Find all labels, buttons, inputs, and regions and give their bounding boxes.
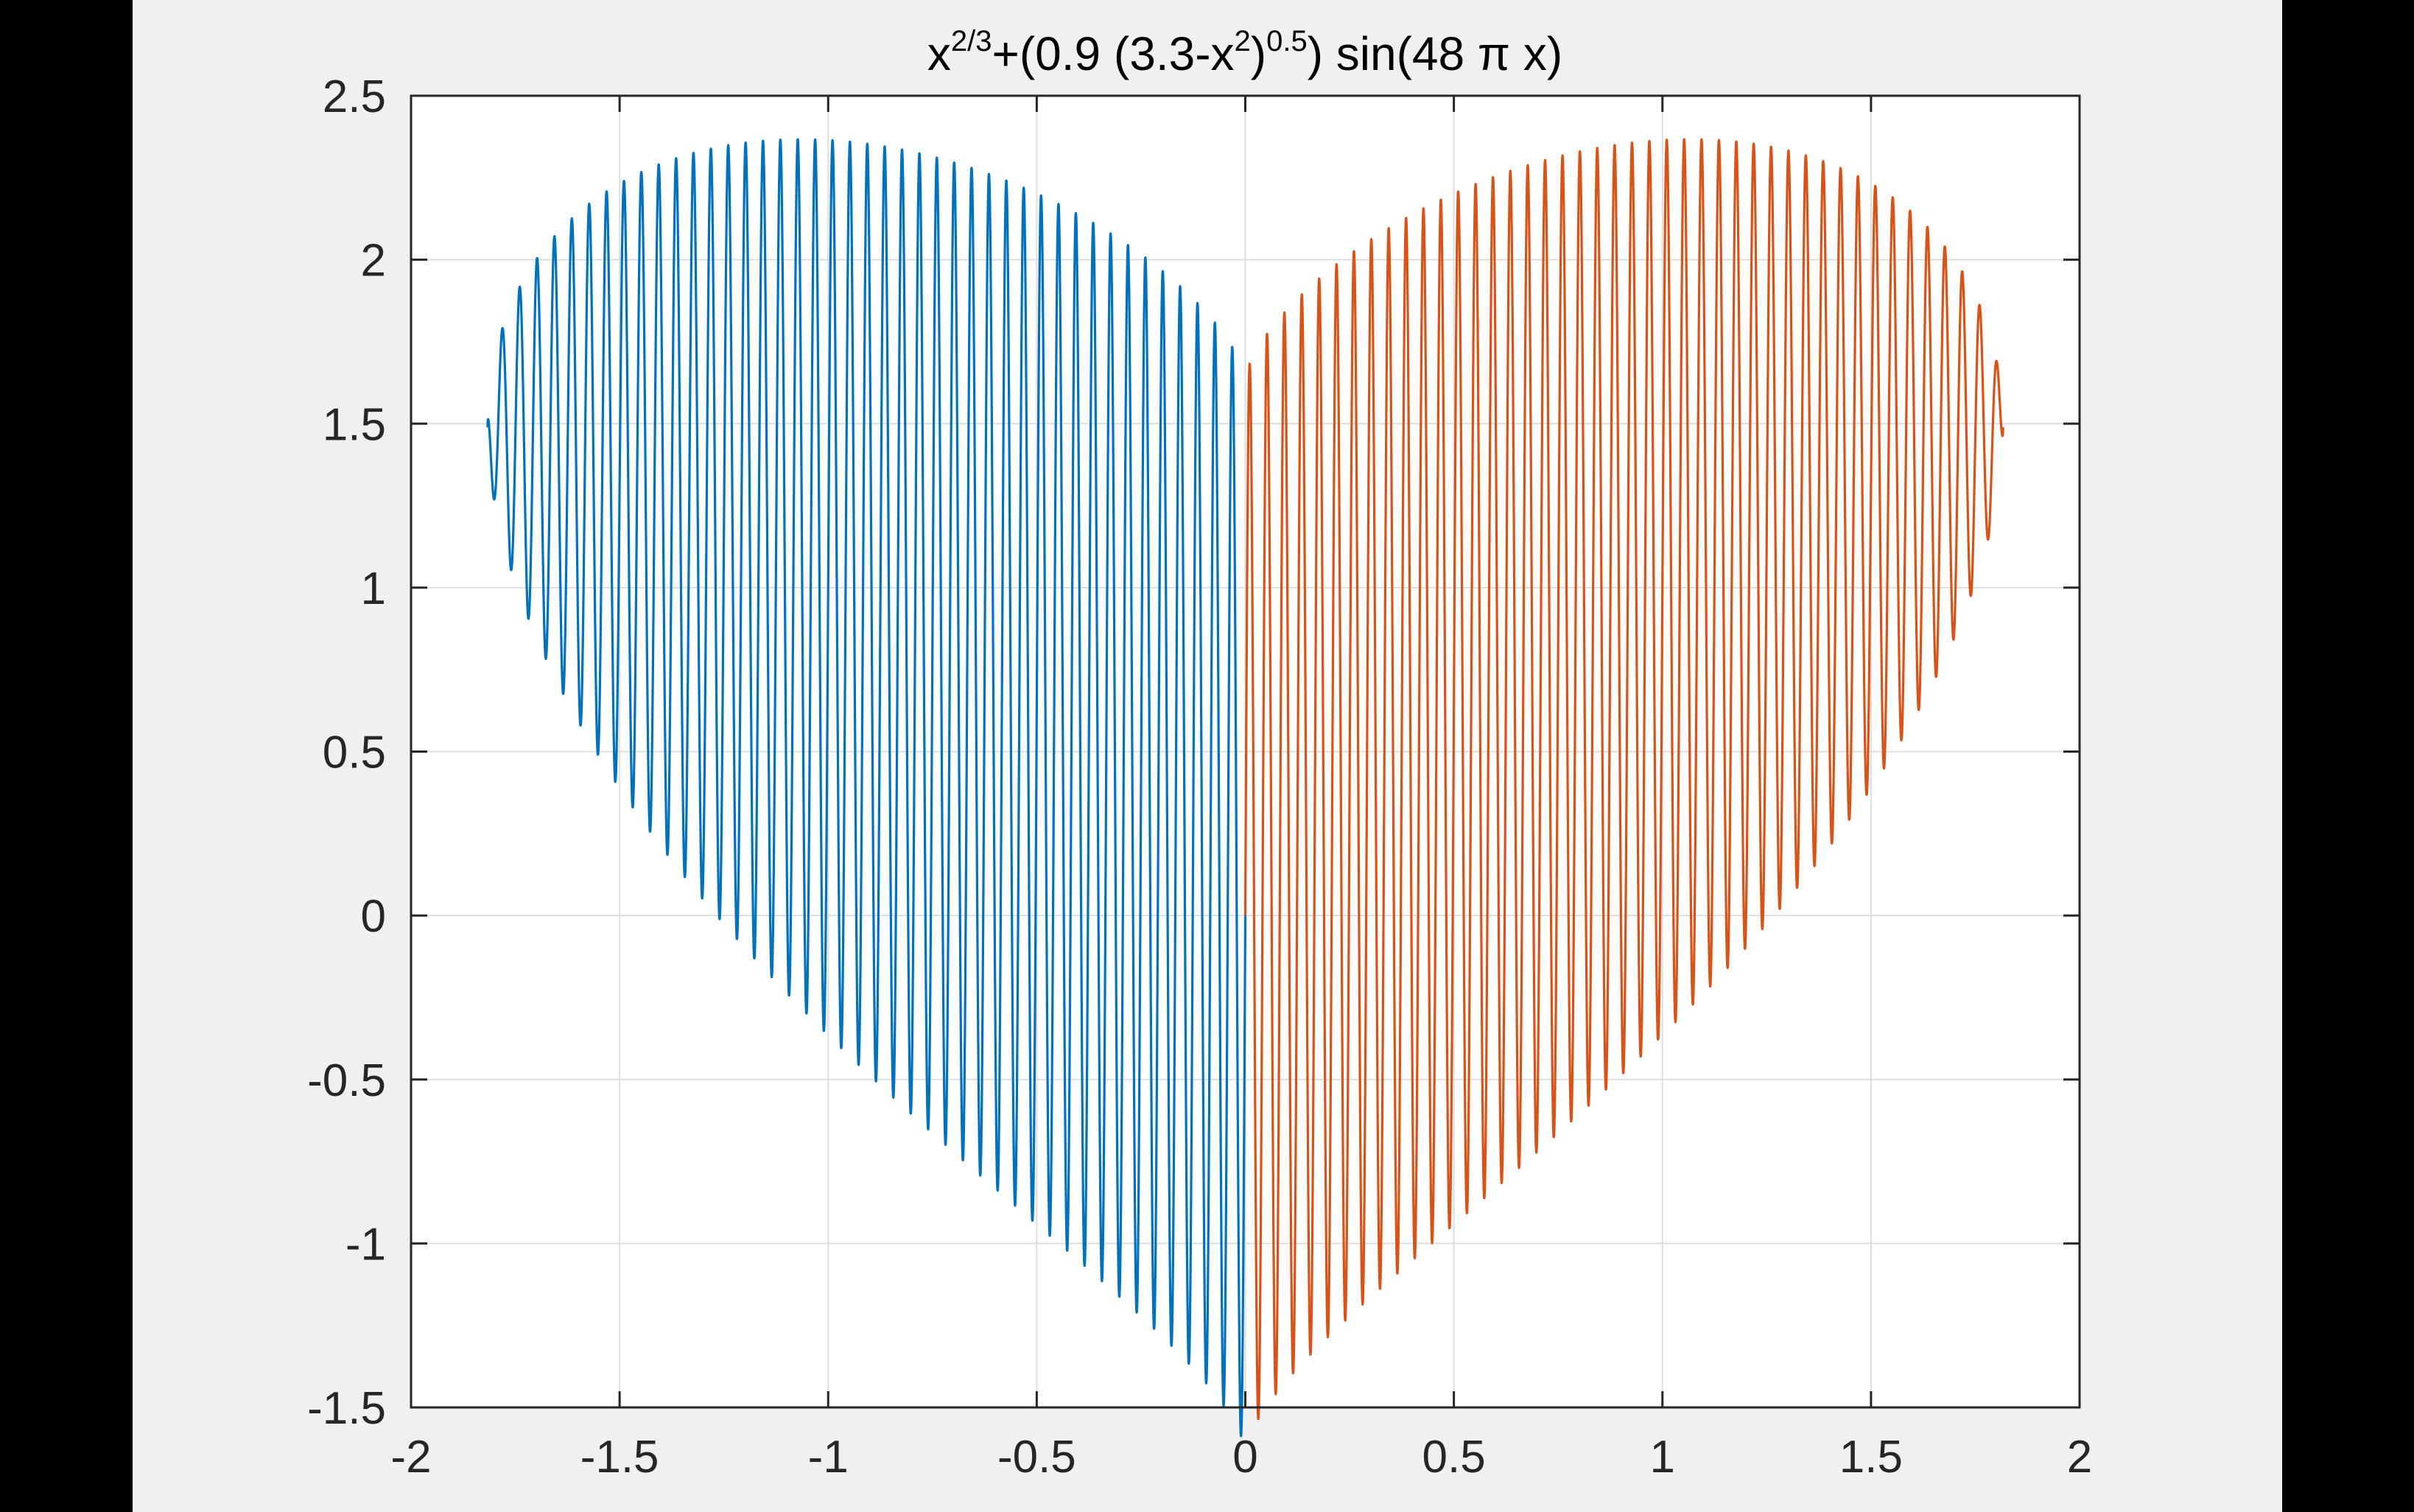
y-tick-label: -0.5 bbox=[307, 1055, 386, 1106]
x-tick-label: 2 bbox=[2067, 1432, 2092, 1483]
series-line-2 bbox=[1243, 138, 2004, 1421]
x-tick-label: -2 bbox=[390, 1432, 431, 1483]
y-tick-label: 2 bbox=[361, 236, 386, 286]
y-tick-label: 2.5 bbox=[323, 71, 386, 122]
series-line-1 bbox=[486, 138, 1247, 1438]
plot-area bbox=[486, 138, 2004, 1438]
y-tick-label: 0 bbox=[361, 891, 386, 942]
x-tick-label: -1 bbox=[808, 1432, 849, 1483]
title-part-4: ) sin(48 π x) bbox=[1308, 27, 1562, 80]
x-tick-labels: -2 -1.5 -1 -0.5 0 0.5 1 1.5 2 bbox=[390, 1432, 2092, 1483]
x-tick-label: 1 bbox=[1650, 1432, 1675, 1483]
y-tick-label: 1.5 bbox=[323, 399, 386, 450]
x-tick-label: -0.5 bbox=[997, 1432, 1076, 1483]
x-tick-label: 1.5 bbox=[1839, 1432, 1903, 1483]
y-tick-label: 1 bbox=[361, 563, 386, 614]
title-exponent-2: 2 bbox=[1235, 25, 1251, 57]
y-tick-labels: -1.5 -1 -0.5 0 0.5 1 1.5 2 2.5 bbox=[307, 71, 386, 1434]
title-part-2: +(0.9 (3.3-x bbox=[992, 27, 1234, 80]
x-tick-label: 0.5 bbox=[1422, 1432, 1486, 1483]
title-exponent-3: 0.5 bbox=[1266, 25, 1308, 57]
title-base: x bbox=[927, 27, 951, 80]
title-part-3: ) bbox=[1251, 27, 1266, 80]
y-tick-label: 0.5 bbox=[323, 728, 386, 778]
x-tick-label: 0 bbox=[1232, 1432, 1257, 1483]
x-tick-label: -1.5 bbox=[580, 1432, 659, 1483]
y-tick-label: -1 bbox=[345, 1219, 386, 1270]
figure-panel: -2 -1.5 -1 -0.5 0 0.5 1 1.5 2 -1.5 -1 -0.5 0 0.5 1 1.5… bbox=[133, 0, 2282, 1512]
chart-title: x2/3+(0.9 (3.3-x2)0.5) sin(48 π x) bbox=[927, 25, 1562, 80]
y-tick-label: -1.5 bbox=[307, 1383, 386, 1434]
heart-chart: -2 -1.5 -1 -0.5 0 0.5 1 1.5 2 -1.5-1-0.500.511.5… bbox=[307, 25, 2092, 1483]
tick-marks bbox=[410, 94, 2081, 1409]
title-exponent-1: 2/3 bbox=[951, 25, 992, 57]
